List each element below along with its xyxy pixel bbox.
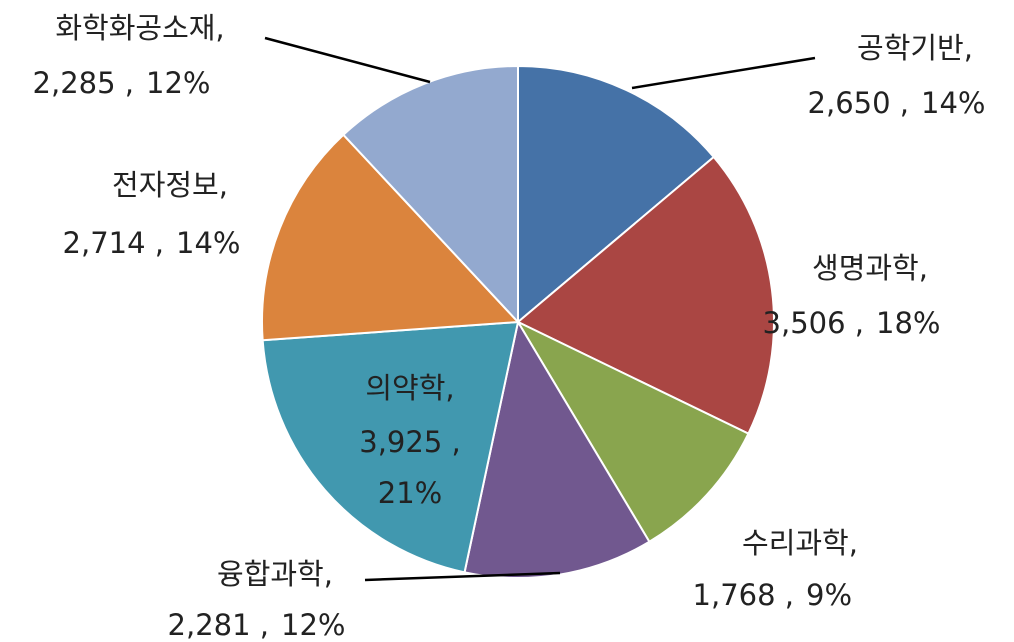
value-label: 2,285 , (33, 66, 134, 100)
pie-slice (516, 155, 776, 435)
percentage-label: 14% (921, 86, 985, 120)
category-label: 수리과학, (742, 526, 858, 560)
category-label: 생명과학, (812, 251, 928, 285)
percentage-label: 9% (806, 578, 852, 612)
value-label: 2,650 , (808, 86, 909, 120)
value-label: 3,925 , (359, 425, 460, 459)
category-label: 융합과학, (217, 557, 333, 591)
pie-slice (517, 64, 716, 325)
percentage-label: 12% (281, 608, 345, 642)
category-label: 의약학, (365, 371, 454, 405)
percentage-label: 14% (176, 226, 240, 260)
leader-line (364, 571, 561, 582)
pie-slice (515, 319, 750, 544)
percentage-label: 21% (378, 476, 442, 510)
category-label: 화학화공소재, (55, 11, 224, 45)
pie-slice (261, 320, 520, 574)
category-label: 공학기반, (857, 31, 973, 65)
value-label: 3,506 , (763, 306, 864, 340)
value-label: 2,714 , (63, 226, 164, 260)
pie-slice (261, 133, 521, 342)
percentage-label: 18% (876, 306, 940, 340)
leader-line (631, 56, 816, 90)
leader-line (264, 36, 431, 84)
category-label: 전자정보, (112, 168, 228, 202)
value-label: 2,281 , (168, 608, 269, 642)
percentage-label: 12% (146, 66, 210, 100)
value-label: 1,768 , (693, 578, 794, 612)
pie-slice (341, 64, 519, 325)
